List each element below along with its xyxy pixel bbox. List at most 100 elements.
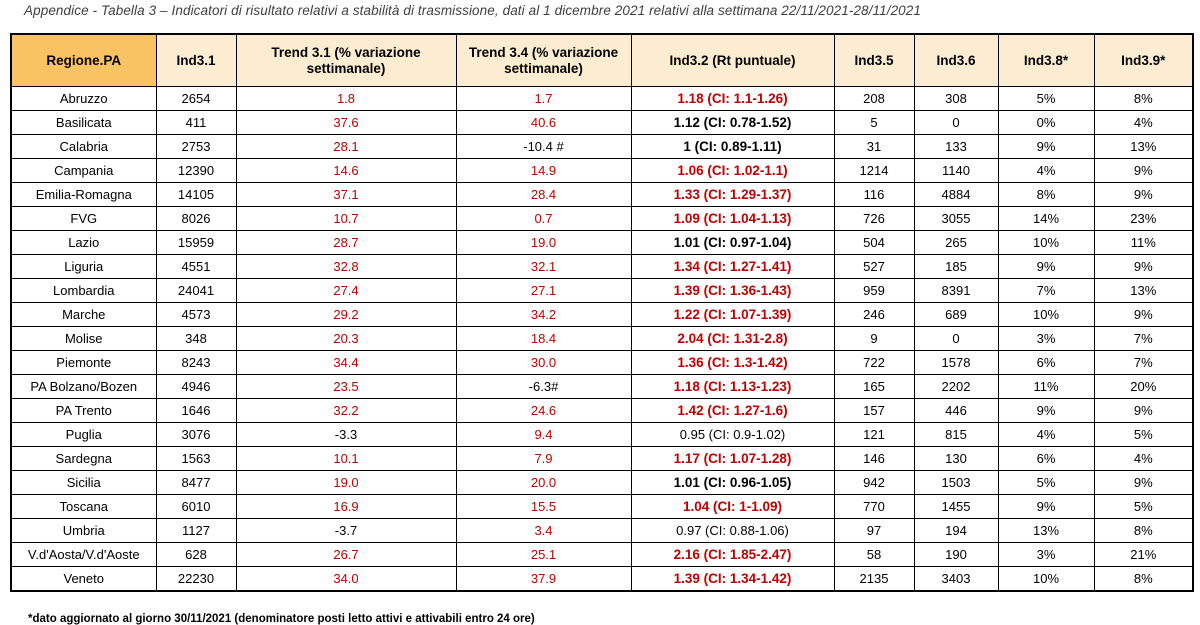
cell-ind38: 9% — [997, 494, 1095, 519]
cell-ind35: 157 — [833, 398, 915, 423]
cell-ind38: 9% — [997, 398, 1095, 423]
cell-regione: Veneto — [10, 566, 157, 592]
cell-ind39: 9% — [1093, 302, 1194, 327]
cell-ind35: 942 — [833, 470, 915, 495]
cell-trend34: 37.9 — [455, 566, 632, 592]
cell-ind39: 5% — [1093, 422, 1194, 447]
table-row: FVG 8026 10.7 0.7 1.09 (CI: 1.04-1.13) 726 305… — [10, 206, 1194, 231]
cell-ind38: 10% — [997, 302, 1095, 327]
table-row: Piemonte 8243 34.4 30.0 1.36 (CI: 1.3-1.42) 7… — [10, 350, 1194, 375]
cell-trend34: 30.0 — [455, 350, 632, 375]
cell-regione: Piemonte — [10, 350, 157, 375]
cell-ind35: 1214 — [833, 158, 915, 183]
cell-ind36: 265 — [913, 230, 999, 255]
cell-ind36: 2202 — [913, 374, 999, 399]
cell-trend31: 29.2 — [235, 302, 457, 327]
cell-trend31: 28.1 — [235, 134, 457, 159]
col-header-ind39: Ind3.9* — [1093, 33, 1194, 87]
table-row: Puglia 3076 -3.3 9.4 0.95 (CI: 0.9-1.02) 121 8… — [10, 422, 1194, 447]
cell-regione: Emilia-Romagna — [10, 182, 157, 207]
cell-rt: 1.34 (CI: 1.27-1.41) — [630, 254, 835, 279]
cell-ind38: 7% — [997, 278, 1095, 303]
table-row: Calabria 2753 28.1 -10.4 #1 (CI: 0.89-1.11)… — [10, 134, 1194, 159]
cell-ind35: 726 — [833, 206, 915, 231]
cell-regione: Liguria — [10, 254, 157, 279]
cell-ind38: 0% — [997, 110, 1095, 135]
cell-ind31: 4573 — [155, 302, 237, 327]
cell-ind39: 9% — [1093, 158, 1194, 183]
table-row: Toscana 6010 16.9 15.5 1.04 (CI: 1-1.09) 770 1… — [10, 494, 1194, 519]
cell-ind36: 0 — [913, 110, 999, 135]
cell-regione: Campania — [10, 158, 157, 183]
cell-ind35: 5 — [833, 110, 915, 135]
cell-regione: Sardegna — [10, 446, 157, 471]
table-row: Sicilia 8477 19.0 20.0 1.01 (CI: 0.96-1.05) 9… — [10, 470, 1194, 495]
cell-ind31: 4946 — [155, 374, 237, 399]
cell-trend31: 32.8 — [235, 254, 457, 279]
cell-trend31: -3.3 — [235, 422, 457, 447]
cell-rt: 1 (CI: 0.89-1.11) — [630, 134, 835, 159]
cell-ind31: 8026 — [155, 206, 237, 231]
cell-regione: Calabria — [10, 134, 157, 159]
cell-ind36: 185 — [913, 254, 999, 279]
cell-rt: 1.39 (CI: 1.36-1.43) — [630, 278, 835, 303]
cell-ind39: 4% — [1093, 110, 1194, 135]
cell-regione: Puglia — [10, 422, 157, 447]
cell-regione: Basilicata — [10, 110, 157, 135]
cell-regione: FVG — [10, 206, 157, 231]
cell-trend34: 9.4 — [455, 422, 632, 447]
cell-ind39: 9% — [1093, 254, 1194, 279]
cell-ind35: 121 — [833, 422, 915, 447]
cell-trend34: 34.2 — [455, 302, 632, 327]
cell-trend34: 20.0 — [455, 470, 632, 495]
cell-ind35: 527 — [833, 254, 915, 279]
cell-rt: 1.36 (CI: 1.3-1.42) — [630, 350, 835, 375]
cell-ind36: 3055 — [913, 206, 999, 231]
cell-ind39: 9% — [1093, 398, 1194, 423]
cell-ind38: 4% — [997, 158, 1095, 183]
table-row: Veneto 22230 34.0 37.9 1.39 (CI: 1.34-1.42) 2… — [10, 566, 1194, 592]
cell-ind39: 23% — [1093, 206, 1194, 231]
cell-ind38: 10% — [997, 230, 1095, 255]
cell-rt: 1.12 (CI: 0.78-1.52) — [630, 110, 835, 135]
cell-trend34: 15.5 — [455, 494, 632, 519]
cell-ind31: 411 — [155, 110, 237, 135]
cell-ind39: 8% — [1093, 566, 1194, 592]
cell-ind31: 8243 — [155, 350, 237, 375]
cell-trend34: 7.9 — [455, 446, 632, 471]
cell-ind39: 9% — [1093, 182, 1194, 207]
cell-regione: Marche — [10, 302, 157, 327]
table-row: Molise 348 20.3 18.4 2.04 (CI: 1.31-2.8) 9 0 3%… — [10, 326, 1194, 351]
cell-ind38: 13% — [997, 518, 1095, 543]
cell-trend31: 16.9 — [235, 494, 457, 519]
col-header-rt: Ind3.2 (Rt puntuale) — [630, 33, 835, 87]
cell-ind31: 15959 — [155, 230, 237, 255]
table-row: Basilicata 411 37.6 40.6 1.12 (CI: 0.78-1.52… — [10, 110, 1194, 135]
cell-ind31: 3076 — [155, 422, 237, 447]
cell-ind35: 58 — [833, 542, 915, 567]
cell-ind31: 8477 — [155, 470, 237, 495]
cell-trend31: 1.8 — [235, 86, 457, 111]
cell-trend31: 27.4 — [235, 278, 457, 303]
cell-regione: Sicilia — [10, 470, 157, 495]
cell-trend34: 19.0 — [455, 230, 632, 255]
cell-regione: Lombardia — [10, 278, 157, 303]
cell-trend31: 23.5 — [235, 374, 457, 399]
cell-ind31: 2753 — [155, 134, 237, 159]
cell-regione: Toscana — [10, 494, 157, 519]
cell-regione: Lazio — [10, 230, 157, 255]
cell-ind38: 5% — [997, 86, 1095, 111]
table-row: Sardegna 1563 10.1 7.9 1.17 (CI: 1.07-1.28) 1… — [10, 446, 1194, 471]
cell-ind38: 3% — [997, 542, 1095, 567]
cell-ind38: 11% — [997, 374, 1095, 399]
cell-ind39: 7% — [1093, 326, 1194, 351]
cell-ind39: 21% — [1093, 542, 1194, 567]
cell-trend31: -3.7 — [235, 518, 457, 543]
cell-trend31: 19.0 — [235, 470, 457, 495]
cell-trend34: 27.1 — [455, 278, 632, 303]
cell-ind31: 628 — [155, 542, 237, 567]
cell-ind39: 9% — [1093, 470, 1194, 495]
cell-ind35: 246 — [833, 302, 915, 327]
cell-ind35: 9 — [833, 326, 915, 351]
cell-rt: 2.04 (CI: 1.31-2.8) — [630, 326, 835, 351]
